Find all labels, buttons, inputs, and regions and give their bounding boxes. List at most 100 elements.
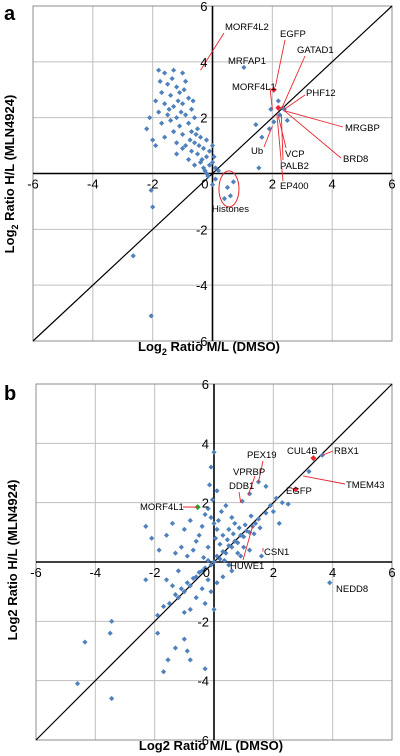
data-point [182, 112, 189, 118]
data-point [211, 154, 217, 160]
data-point [174, 115, 180, 121]
diagonal-line [32, 5, 393, 342]
panel-b-annotations: PEX19 CUL4B RBX1 VPRBP TMEM43 DDB1 EGFP MORF4L1… [140, 446, 385, 595]
y-tick-label: 4 [200, 55, 207, 70]
data-point [285, 501, 291, 507]
data-point [147, 115, 153, 121]
data-point [166, 600, 173, 607]
data-point [109, 695, 115, 702]
data-point [215, 168, 222, 174]
x-tick-label: 4 [329, 565, 336, 580]
panel-b-ticks: -6 -4 -2 2 4 6 0 -6 -4 -2 2 4 6 [30, 377, 395, 748]
data-point [172, 592, 179, 598]
data-point [215, 517, 222, 524]
data-point [174, 151, 180, 157]
data-point [109, 618, 115, 624]
panel-a-letter: a [4, 3, 16, 25]
data-point [252, 520, 259, 527]
data-point [211, 559, 217, 565]
data-point [267, 503, 273, 509]
panel-a-y-axis-label: Log2 Ratio H/L (MLN4924) [2, 95, 20, 254]
origin-tick-label: 0 [201, 177, 208, 192]
data-point [209, 159, 216, 165]
data-point [205, 577, 211, 583]
data-point [178, 109, 184, 115]
y-tick-label: 4 [202, 436, 209, 451]
data-point [155, 630, 161, 636]
data-point [202, 168, 208, 174]
data-point [208, 589, 214, 595]
data-point [201, 554, 207, 561]
data-point [187, 583, 193, 589]
callout-line [280, 55, 306, 110]
data-point [229, 568, 235, 574]
data-point [178, 544, 184, 550]
callout-line [284, 94, 306, 110]
data-point [205, 544, 211, 550]
highlighted-point [270, 86, 277, 93]
data-point [199, 586, 205, 592]
data-point [175, 595, 181, 601]
callout-line [200, 32, 225, 71]
data-point [193, 131, 199, 138]
data-point [156, 67, 162, 73]
data-point [241, 544, 247, 550]
data-point [193, 574, 199, 580]
callout-line [290, 487, 296, 490]
annotation-label: MORF4L1 [140, 502, 184, 513]
annotation-label: TMEM43 [346, 480, 385, 491]
data-point [193, 538, 199, 544]
data-point [239, 498, 245, 504]
data-point [179, 70, 186, 76]
data-point [306, 468, 312, 475]
data-point [236, 525, 242, 531]
data-point [259, 134, 265, 140]
data-point [276, 520, 282, 527]
data-point [223, 503, 229, 509]
data-point [182, 142, 189, 149]
histones-circle [218, 170, 240, 208]
data-point [165, 657, 171, 663]
data-point [212, 176, 219, 182]
annotation-label: EP400 [280, 181, 309, 192]
annotation-label: EGFP [280, 29, 306, 40]
data-point [184, 580, 190, 586]
data-point [181, 589, 187, 595]
data-point [193, 595, 199, 601]
data-point [153, 142, 159, 149]
annotation-label: GATAD1 [297, 45, 334, 56]
data-point [149, 535, 155, 541]
data-point [82, 639, 88, 645]
y-tick-label: -6 [196, 334, 208, 349]
data-point [263, 510, 269, 516]
annotation-label: CUL4B [287, 446, 318, 457]
data-point [238, 532, 244, 538]
y-tick-label: 6 [200, 0, 207, 14]
data-point [153, 98, 159, 104]
callout-line [247, 475, 256, 496]
data-point [208, 562, 214, 568]
annotation-label: VCP [285, 149, 305, 160]
data-point [209, 182, 216, 188]
data-point [224, 184, 231, 191]
data-point [202, 511, 208, 518]
y-tick-label: -4 [196, 278, 208, 293]
annotation-label: PHF12 [306, 88, 336, 99]
data-point [168, 92, 174, 98]
data-point [169, 75, 175, 82]
callout-line [284, 110, 344, 128]
panel-b: b PEX19 CUL4B RBX1 VPRBP TMEM43 DDB1 EGFP MORF4… [4, 377, 396, 753]
data-point [235, 540, 241, 546]
data-point [174, 140, 180, 146]
y-tick-label: -2 [197, 614, 209, 629]
data-point [284, 117, 290, 124]
data-point [175, 98, 181, 104]
data-point [280, 105, 286, 111]
data-point [208, 514, 214, 521]
callout-line [242, 526, 253, 561]
x-tick-label: -2 [149, 565, 161, 580]
annotation-label: MORF4L1 [232, 82, 276, 93]
data-point [150, 137, 156, 143]
data-point [171, 67, 177, 73]
panel-b-letter: b [4, 383, 16, 405]
